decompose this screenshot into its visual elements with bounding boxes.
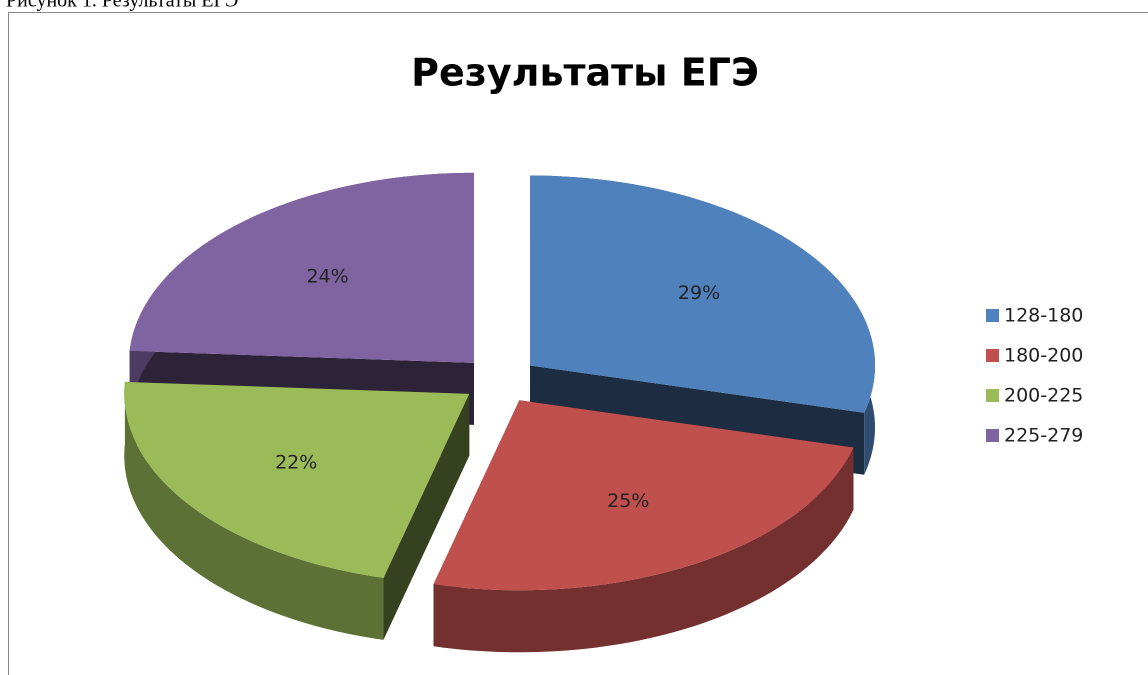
- slice-side: [383, 393, 470, 640]
- slice-top: [124, 381, 470, 578]
- data-label: 29%: [678, 282, 720, 304]
- slice-top: [129, 172, 474, 363]
- slice-wall: [433, 447, 854, 653]
- legend-label: 180-200: [1004, 345, 1083, 367]
- pie-slice: [124, 381, 470, 640]
- caption: Рисунок 1. Результаты ЕГЭ: [6, 0, 238, 12]
- legend-swatch: [986, 349, 999, 362]
- data-label: 22%: [275, 452, 317, 474]
- slice-top: [433, 400, 854, 591]
- legend-label: 225-279: [1004, 425, 1083, 447]
- legend-label: 200-225: [1004, 385, 1083, 407]
- legend-swatch: [986, 429, 999, 442]
- data-label: 24%: [306, 265, 348, 287]
- chart-title: Результаты ЕГЭ: [411, 51, 759, 95]
- slice-top: [530, 175, 876, 413]
- data-label: 25%: [607, 490, 649, 512]
- pie-slice: [433, 400, 854, 653]
- legend-label: 128-180: [1004, 305, 1083, 327]
- legend-swatch: [986, 309, 999, 322]
- slice-wall: [124, 381, 384, 640]
- legend-swatch: [986, 389, 999, 402]
